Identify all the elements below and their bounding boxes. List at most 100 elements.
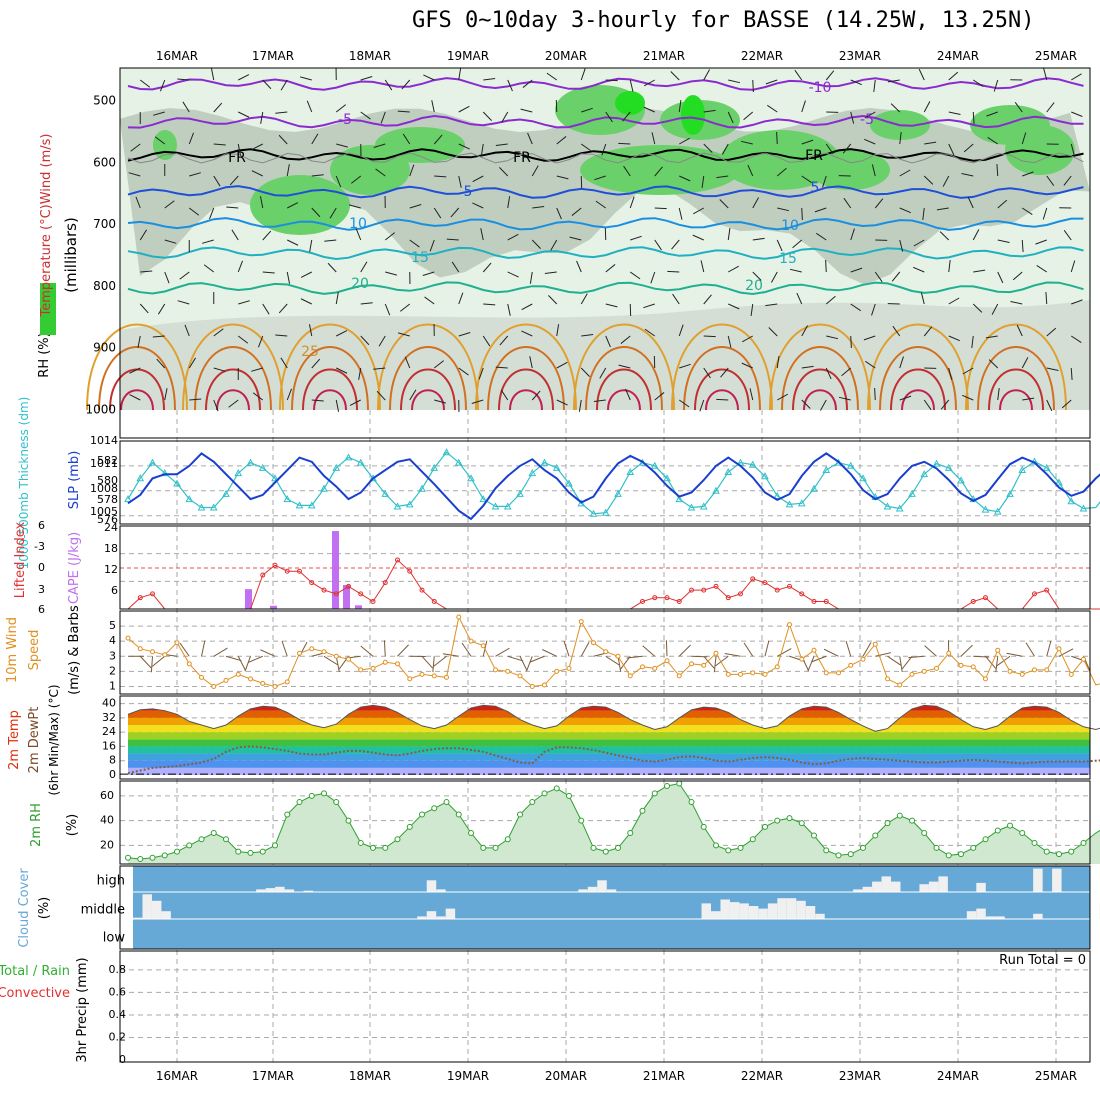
wind-barb (942, 175, 950, 187)
tick-label: 580 (97, 474, 118, 487)
wind-barb (225, 655, 242, 662)
axis-title: CAPE (J/kg) (67, 532, 82, 604)
wind-barb (622, 111, 631, 122)
tick-label: 32 (102, 711, 116, 724)
wind-barb (527, 132, 533, 145)
wind-barb (995, 656, 999, 673)
date-label-top: 22MAR (741, 49, 783, 63)
wind-barb (626, 655, 643, 659)
wind-marker (774, 664, 780, 670)
wind-barb (278, 134, 288, 145)
cloud-high-bar (853, 889, 863, 892)
wind-barb (971, 335, 974, 348)
wind-barb (822, 175, 827, 188)
cloud-panel (133, 866, 1100, 949)
wind-barb (507, 303, 511, 316)
temp-band (128, 746, 1090, 754)
rh-90-blob (720, 130, 840, 190)
temp-band (128, 710, 1090, 718)
wind-barb (920, 292, 925, 305)
wind-barb (777, 207, 790, 212)
surface-warm-contour (291, 346, 369, 411)
wind-barb (618, 142, 631, 145)
wind-barb (948, 335, 960, 342)
thickness-marker (454, 458, 463, 466)
surface-warm-contour (86, 323, 188, 411)
thickness-marker (663, 474, 671, 482)
wind-barb (384, 232, 396, 241)
wind-barb (923, 399, 932, 411)
rh-marker (627, 830, 634, 837)
li-marker (799, 591, 805, 597)
date-label-bottom: 16MAR (156, 1069, 198, 1083)
wind-barb (384, 303, 391, 316)
wind-barb (154, 136, 166, 145)
rh-marker (590, 844, 597, 851)
thickness-marker (320, 484, 328, 492)
cloud-mid-bar (815, 913, 825, 919)
wind-barb (421, 655, 434, 669)
wind-barb (409, 239, 420, 248)
wind-barb (752, 237, 765, 241)
cloud-mid-bar (151, 900, 162, 919)
wind-barb (948, 71, 959, 81)
thickness-marker (883, 502, 892, 510)
rh-marker (137, 856, 144, 863)
wind-barb (311, 207, 321, 218)
axis-title: (%) (65, 814, 80, 837)
wind-barb (654, 392, 665, 401)
wind-marker (627, 673, 633, 679)
wind-marker (174, 640, 180, 646)
wind-barb (482, 335, 491, 347)
wind-barb (581, 107, 593, 113)
thickness-marker (957, 476, 965, 484)
wind-barb (247, 655, 263, 663)
wind-barb (129, 367, 141, 374)
wind-barb (801, 139, 814, 145)
wind-barb (724, 653, 741, 657)
wind-barb (286, 271, 291, 284)
wind-barb (429, 239, 435, 252)
surface-warm-contour (683, 346, 761, 411)
wind-barb (260, 649, 276, 657)
wind-marker (1019, 671, 1025, 677)
wind-barb (728, 303, 740, 310)
cloud-mid-bar (796, 900, 806, 919)
tick-label: 1005 (90, 505, 118, 518)
rh-marker (762, 823, 768, 830)
rh-legend-swatch (40, 283, 56, 335)
cloud-mid-bar (767, 903, 778, 919)
wind-barb (280, 79, 288, 91)
wind-barb (850, 267, 863, 273)
wind-marker (186, 661, 192, 667)
contour-label: -10 (809, 80, 832, 96)
thickness-marker (626, 467, 635, 476)
wind-barb (850, 335, 852, 349)
wind-barb (522, 79, 533, 88)
contour-label: 5 (464, 184, 473, 200)
wind-barb (672, 293, 680, 305)
wind-barb (507, 79, 513, 92)
tick-label: 6 (38, 519, 45, 532)
wind-marker (897, 682, 903, 688)
rh-marker (651, 790, 658, 797)
thickness-marker (1079, 504, 1088, 512)
wind-barb (825, 143, 834, 155)
wind-barb (580, 293, 588, 305)
temp-band (128, 732, 1090, 740)
cloud-high-bar (891, 881, 901, 892)
wind-barb (796, 292, 803, 305)
axis-title: 10m Wind (5, 617, 20, 683)
wind-barb (716, 175, 729, 179)
wind-barb (777, 648, 792, 657)
wind-barb (203, 264, 215, 273)
dewpoint-line (127, 745, 1100, 775)
wind-barb (843, 197, 852, 209)
wind-barb (309, 239, 313, 252)
isotherm-0 (127, 148, 1084, 162)
chart-title: GFS 0~10day 3-hourly for BASSE (14.25W, … (412, 8, 1035, 33)
li-marker (333, 591, 339, 597)
rh-marker (602, 848, 609, 855)
upper-air-panel: -10 -5 -5 FR FR FR 5 5 10 10 15 15 20 20 25 (86, 67, 1090, 413)
wind-marker (701, 662, 707, 668)
